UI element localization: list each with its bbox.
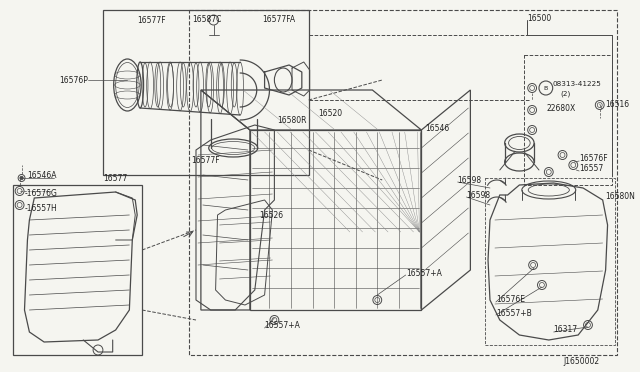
Bar: [485, 178, 616, 345]
Text: 22680X: 22680X: [547, 103, 576, 112]
Text: 16557+A: 16557+A: [406, 269, 442, 278]
Text: -16557H: -16557H: [24, 203, 57, 212]
Bar: [13, 185, 142, 355]
Text: 16577F: 16577F: [137, 16, 166, 25]
Text: J1650002: J1650002: [563, 357, 600, 366]
Text: 16317: 16317: [554, 326, 578, 334]
Text: 16577F: 16577F: [191, 155, 220, 164]
Text: 16546A: 16546A: [28, 170, 57, 180]
Text: 16576F: 16576F: [579, 154, 608, 163]
Bar: [524, 55, 612, 185]
Text: 16576P: 16576P: [60, 76, 88, 84]
Circle shape: [20, 176, 23, 180]
Text: 16577FA: 16577FA: [262, 15, 296, 23]
Text: 16577: 16577: [103, 173, 127, 183]
Text: 16557: 16557: [579, 164, 604, 173]
Text: 16500: 16500: [527, 13, 552, 22]
Text: 16598: 16598: [458, 176, 482, 185]
Text: 16576E: 16576E: [496, 295, 525, 305]
Text: 08313-41225: 08313-41225: [553, 81, 602, 87]
Text: 16546: 16546: [426, 124, 449, 132]
Text: -16576G: -16576G: [24, 189, 58, 198]
Text: 16598: 16598: [467, 190, 491, 199]
Text: 16580N: 16580N: [605, 192, 636, 201]
Text: 16557+A: 16557+A: [264, 321, 300, 330]
Bar: [189, 10, 618, 355]
Text: B: B: [544, 86, 548, 90]
Text: 16557+B: 16557+B: [496, 308, 532, 317]
Text: 16587C: 16587C: [192, 15, 221, 23]
Bar: [103, 10, 308, 175]
Text: 16520: 16520: [319, 109, 342, 118]
Text: 16516: 16516: [605, 99, 630, 109]
Text: (2): (2): [561, 91, 571, 97]
Text: 16580R: 16580R: [277, 115, 307, 125]
Text: 16526: 16526: [260, 211, 284, 219]
